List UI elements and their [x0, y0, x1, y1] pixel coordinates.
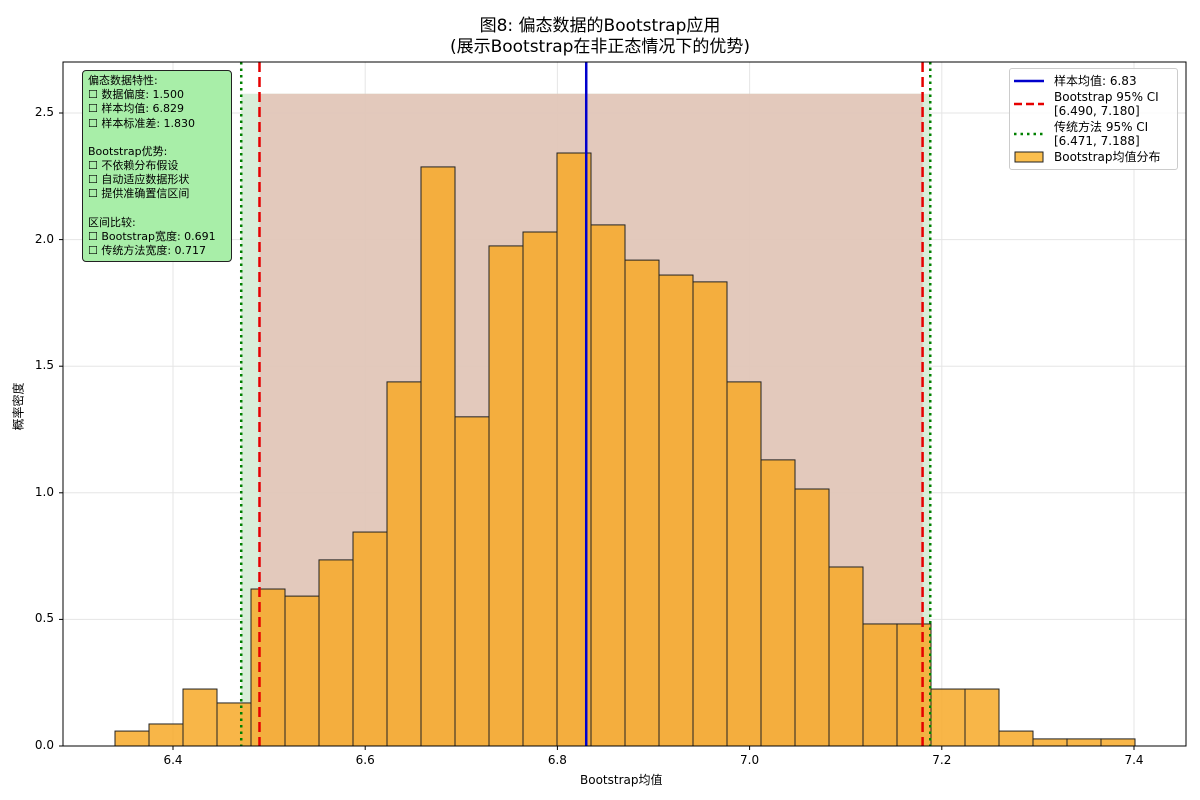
histogram-bar — [998, 730, 1034, 747]
info-item: ☐ 数据偏度: 1.500 — [88, 88, 185, 102]
histogram-bar — [114, 730, 150, 747]
dotted-line-icon — [1014, 127, 1044, 141]
histogram-bar — [284, 595, 320, 747]
histogram-bar — [624, 259, 660, 747]
histogram-bar — [828, 566, 864, 747]
solid-line-icon — [1014, 74, 1044, 88]
histogram-bar — [1066, 738, 1102, 747]
info-section-title: 偏态数据特性: — [88, 74, 158, 87]
x-tick-label: 6.8 — [547, 753, 567, 767]
info-box: 偏态数据特性: ☐ 数据偏度: 1.500 ☐ 样本均值: 6.829 ☐ 样本… — [82, 70, 232, 263]
x-tick-label: 7.0 — [740, 753, 760, 767]
histogram-bar — [250, 588, 286, 747]
histogram-bar — [454, 416, 490, 747]
histogram-bar — [862, 623, 898, 747]
plot-frame — [62, 61, 1187, 747]
x-axis-label: Bootstrap均值 — [580, 773, 663, 787]
info-section-title: Bootstrap优势: — [88, 144, 168, 158]
y-tick-label: 1.0 — [34, 484, 54, 499]
chart-subtitle: (展示Bootstrap在非正态情况下的优势) — [449, 37, 751, 57]
info-item: ☐ 自动适应数据形状 — [88, 173, 190, 187]
histogram-bar — [794, 488, 830, 747]
y-tick-label: 2.5 — [34, 105, 54, 119]
y-tick-label: 1.5 — [34, 358, 54, 373]
histogram-bar — [964, 688, 1000, 747]
histogram-bar — [522, 231, 558, 747]
info-item: ☐ 不依赖分布假设 — [88, 159, 179, 173]
histogram-bar — [658, 274, 694, 747]
info-item: ☐ 提供准确置信区间 — [88, 187, 190, 201]
histogram-bar — [386, 381, 422, 747]
legend-item-sample-mean: 样本均值: 6.83 — [1014, 74, 1173, 88]
histogram-bar — [930, 688, 966, 747]
info-item: ☐ 样本标准差: 1.830 — [88, 116, 196, 130]
histogram-bar — [692, 281, 728, 747]
y-tick-label: 0.0 — [34, 738, 54, 752]
histogram-bar — [216, 702, 252, 747]
legend-item-bootstrap-ci: Bootstrap 95% CI [6.490, 7.180] — [1014, 90, 1173, 118]
histogram-bar — [1100, 738, 1136, 747]
info-section-title: 区间比较: — [88, 215, 136, 229]
histogram-bar — [1032, 738, 1068, 747]
histogram-bar — [352, 531, 388, 747]
histogram-bar — [896, 623, 932, 747]
y-tick-label: 0.5 — [34, 611, 54, 626]
histogram-bar — [182, 688, 218, 747]
x-tick-label: 6.6 — [355, 753, 375, 767]
x-tick-label: 6.4 — [163, 753, 183, 767]
histogram-bar — [148, 723, 184, 747]
dashed-line-icon — [1014, 97, 1044, 111]
info-item: ☐ 样本均值: 6.829 — [88, 102, 185, 116]
legend-item-traditional-ci: 传统方法 95% CI [6.471, 7.188] — [1014, 120, 1173, 148]
y-tick-label: 2.0 — [34, 231, 54, 246]
chart-legend: 样本均值: 6.83 Bootstrap 95% CI [6.490, 7.18… — [1009, 68, 1178, 170]
histogram-bar — [760, 459, 796, 747]
histogram-bar — [488, 245, 524, 747]
histogram-bar — [590, 224, 626, 747]
x-tick-label: 7.4 — [1124, 753, 1144, 767]
histogram-bar — [726, 381, 762, 747]
histogram-bar — [420, 166, 456, 747]
y-axis-label: 概率密度 — [11, 382, 26, 431]
legend-item-histogram: Bootstrap均值分布 — [1014, 150, 1173, 164]
histogram-bar — [318, 559, 354, 747]
chart-title: 图8: 偏态数据的Bootstrap应用 — [479, 16, 721, 36]
info-item: ☐ 传统方法宽度: 0.717 — [88, 244, 207, 258]
bar-swatch-icon — [1014, 150, 1044, 164]
x-tick-label: 7.2 — [932, 753, 952, 767]
info-item: ☐ Bootstrap宽度: 0.691 — [88, 229, 216, 243]
